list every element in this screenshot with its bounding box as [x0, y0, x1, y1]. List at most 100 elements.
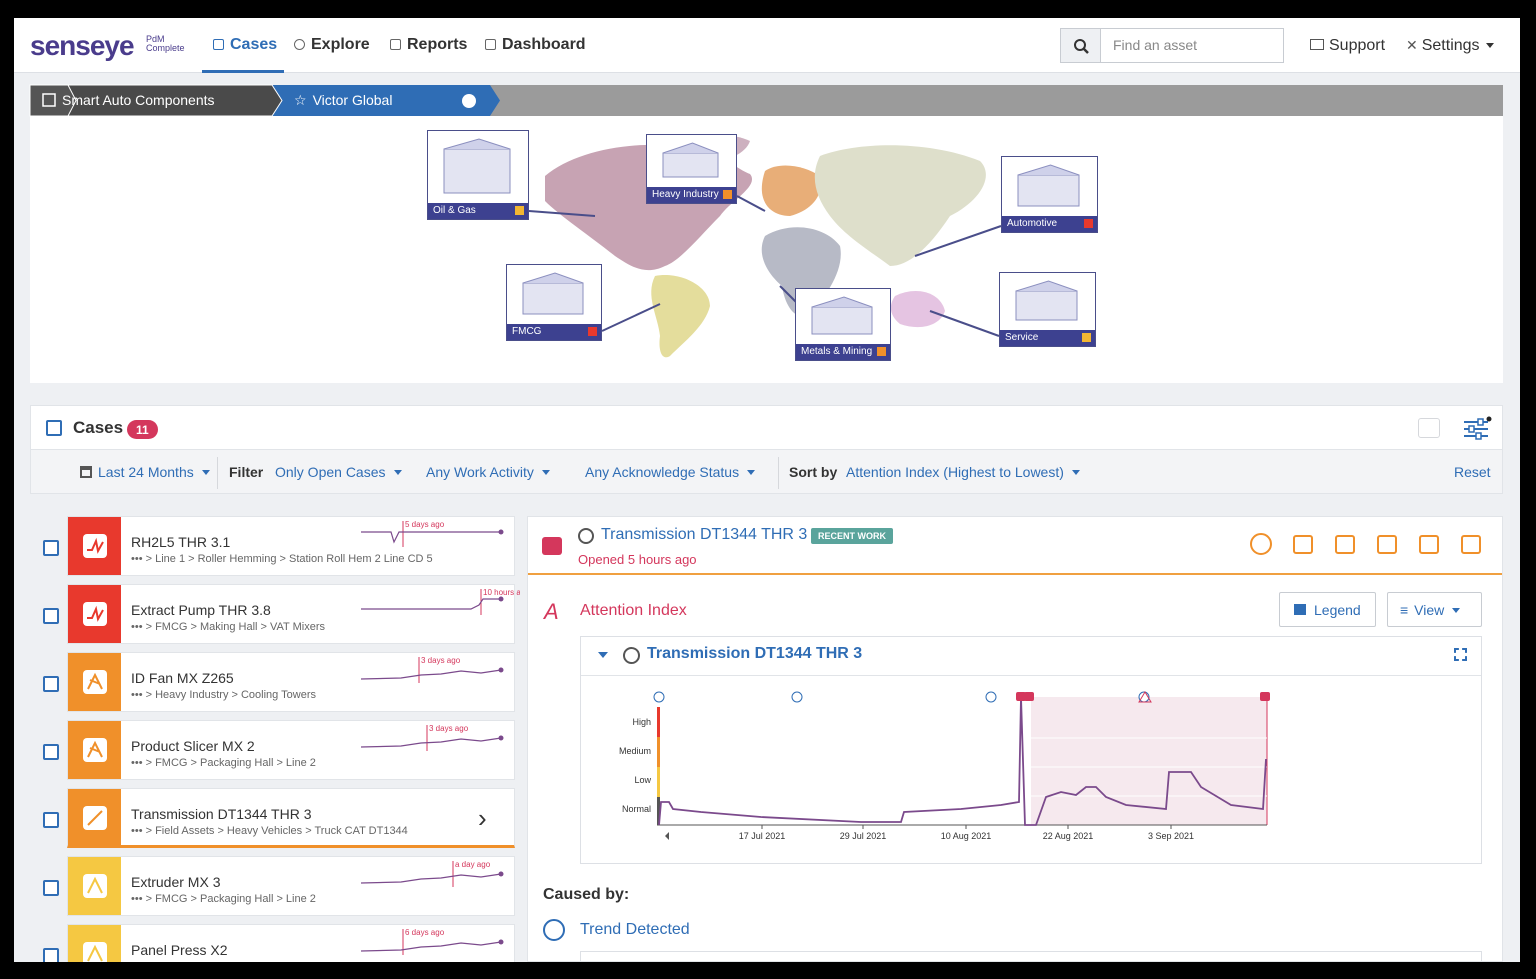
warning-marker [1138, 691, 1152, 703]
case-card[interactable]: Extruder MX 3 ••• > FMCG > Packaging Hall… [67, 856, 515, 916]
leader-line [528, 210, 596, 217]
case-card[interactable]: RH2L5 THR 3.1 ••• > Line 1 > Roller Hemmi… [67, 516, 515, 576]
legend-button[interactable]: Legend [1279, 592, 1376, 627]
action-icon [1419, 535, 1439, 554]
collapse-caret[interactable] [598, 652, 608, 663]
date-range-dropdown[interactable]: Last 24 Months [98, 464, 210, 480]
action-button[interactable] [1332, 531, 1358, 557]
sparkline-end [498, 667, 504, 673]
action-button[interactable] [1248, 531, 1274, 557]
case-checkbox[interactable] [43, 880, 59, 896]
event-label: 3 days ago [429, 724, 469, 733]
caret [1071, 470, 1080, 479]
sparkline-path [360, 737, 502, 748]
sort-label: Sort by [789, 464, 838, 480]
case-icon [542, 537, 562, 555]
site-card[interactable]: Heavy Industry [646, 134, 737, 204]
search-button[interactable] [1060, 28, 1101, 63]
case-checkbox[interactable] [43, 676, 59, 692]
filter-dropdown[interactable]: Any Acknowledge Status [585, 464, 756, 480]
case-card[interactable]: Transmission DT1344 THR 3 ••• > Field Ass… [67, 788, 515, 848]
action-button[interactable] [1416, 531, 1442, 557]
event-label: 6 days ago [405, 928, 445, 937]
nav-item-label: Cases [230, 36, 278, 53]
site-card[interactable]: FMCG [506, 264, 602, 341]
case-marker [1016, 692, 1026, 701]
sparkline-path [361, 598, 501, 610]
case-detail: Transmission DT1344 THR 3 RECENT WORK Open… [527, 516, 1503, 962]
y-label: Medium [619, 746, 651, 756]
action-button[interactable] [1458, 531, 1484, 557]
case-card[interactable]: Panel Press X2 6 days ago [67, 924, 515, 962]
site-label-bar: Metals & Mining [796, 344, 890, 360]
nav-item[interactable]: Cases [213, 36, 277, 54]
breadcrumb-item[interactable]: ☆ Victor Global [294, 92, 392, 109]
case-checkbox[interactable] [43, 948, 59, 962]
breadcrumb-dropdown[interactable] [462, 94, 476, 108]
calendar-icon [80, 466, 92, 478]
detail-title[interactable]: Transmission DT1344 THR 3 [601, 526, 808, 543]
breadcrumb-item[interactable]: Smart Auto Components [62, 92, 215, 108]
case-name: Product Slicer MX 2 [131, 738, 255, 754]
star-icon: ☆ [294, 92, 307, 108]
roof [1017, 164, 1080, 176]
leader-line [914, 225, 1002, 257]
reset-link[interactable]: Reset [1454, 464, 1491, 480]
severity-block [68, 789, 121, 845]
search-input[interactable]: Find an asset [1100, 28, 1284, 63]
site-card[interactable]: Service [999, 272, 1096, 347]
case-checkbox[interactable] [43, 744, 59, 760]
case-card[interactable]: ID Fan MX Z265 ••• > Heavy Industry > Coo… [67, 652, 515, 712]
header-divider [528, 573, 1502, 575]
settings-label: Settings [1421, 37, 1480, 54]
site-card[interactable]: Oil & Gas [427, 130, 529, 220]
icon-glyph [87, 605, 104, 622]
case-name: Extruder MX 3 [131, 874, 221, 890]
site-illustration [522, 272, 584, 315]
nav-item[interactable]: Explore [294, 36, 370, 54]
chart-card: Transmission DT1344 THR 3 High Medium Low No… [580, 636, 1482, 864]
severity-block [68, 857, 121, 915]
sparkline-end [498, 939, 504, 945]
case-checkbox[interactable] [43, 608, 59, 624]
sparkline-path [360, 669, 502, 680]
x-label: 3 Sep 2021 [1148, 831, 1194, 841]
settings-menu[interactable]: ✕ Settings [1406, 37, 1494, 55]
case-checkbox[interactable] [43, 812, 59, 828]
action-button[interactable] [1290, 531, 1316, 557]
case-checkbox[interactable] [43, 540, 59, 556]
cause-label[interactable]: Trend Detected [580, 921, 690, 938]
caused-by-heading: Caused by: [543, 886, 630, 903]
action-button[interactable] [1374, 531, 1400, 557]
filter-dropdown[interactable]: Any Work Activity [426, 464, 550, 480]
event-label: a day ago [455, 860, 491, 869]
case-card[interactable]: Extract Pump THR 3.8 ••• > FMCG > Making … [67, 584, 520, 644]
support-link[interactable]: Support [1310, 37, 1385, 55]
case-card[interactable]: Product Slicer MX 2 ••• > FMCG > Packagin… [67, 720, 515, 780]
dropdown-label: Any Work Activity [426, 464, 534, 480]
nav-item[interactable]: Reports [390, 36, 467, 54]
sparkline [361, 521, 504, 547]
fullscreen-button[interactable] [1454, 648, 1467, 661]
sparkline-path [360, 873, 502, 884]
event-icon [653, 691, 665, 703]
filter-dropdown[interactable]: Only Open Cases [275, 464, 402, 480]
icon-glyph [87, 944, 103, 962]
sparkline [360, 929, 504, 955]
sort-dropdown[interactable]: Attention Index (Highest to Lowest) [846, 464, 1080, 480]
sparkline-path [360, 941, 502, 952]
search-glass [1074, 39, 1086, 51]
nav-item[interactable]: Dashboard [485, 36, 586, 54]
site-card[interactable]: Metals & Mining [795, 288, 891, 361]
view-button[interactable]: ≡ View [1387, 592, 1482, 627]
export-button[interactable] [1418, 418, 1440, 438]
site-card[interactable]: Automotive [1001, 156, 1098, 233]
caret [393, 470, 402, 479]
filter-bar [30, 450, 1503, 494]
filter-settings-button [1464, 416, 1492, 440]
event-label: 10 hours ago [483, 588, 520, 597]
select-all-checkbox[interactable] [46, 420, 62, 436]
event-label: 3 days ago [421, 656, 461, 665]
nav-active-underline [202, 70, 284, 73]
dropdown-label: Last 24 Months [98, 464, 194, 480]
